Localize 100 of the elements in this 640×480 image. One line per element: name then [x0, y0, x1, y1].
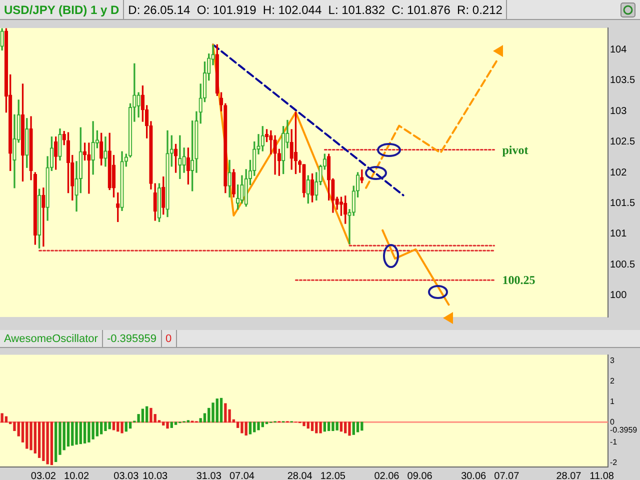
- candlestick: [306, 175, 310, 204]
- bar: [253, 422, 256, 432]
- x-tick-label: 07.04: [229, 470, 255, 480]
- bar: [220, 398, 223, 422]
- candlestick: [25, 118, 29, 168]
- bar: [216, 398, 218, 422]
- candlestick: [162, 176, 166, 215]
- bar: [75, 422, 78, 445]
- candlestick: [108, 132, 112, 190]
- bar: [54, 422, 58, 462]
- candlestick: [232, 169, 236, 198]
- candlestick: [91, 121, 95, 175]
- candlestick: [310, 173, 314, 202]
- bar: [248, 422, 252, 434]
- bar: [240, 422, 244, 434]
- candlestick: [240, 175, 244, 204]
- y-tick-label: 102: [610, 167, 628, 178]
- bar: [166, 422, 169, 429]
- bar: [79, 422, 82, 444]
- bar: [46, 422, 49, 464]
- candlestick: [182, 148, 186, 173]
- x-tick-label: 09.06: [407, 470, 433, 480]
- bar: [124, 422, 128, 432]
- bar: [104, 422, 107, 432]
- bar: [174, 422, 178, 425]
- candlestick: [104, 136, 108, 167]
- text: 0: [162, 330, 177, 347]
- y-tick-label: 0: [610, 417, 615, 426]
- bar: [50, 422, 54, 466]
- candlestick: [54, 136, 58, 170]
- bar: [0, 413, 4, 422]
- x-tick-label: 10.03: [142, 470, 168, 480]
- candlestick: [120, 151, 124, 211]
- candlestick: [178, 135, 182, 179]
- candlestick: [42, 188, 46, 247]
- candlestick: [136, 92, 140, 118]
- candlestick: [166, 130, 170, 218]
- y-tick-label: 103: [610, 106, 628, 117]
- bar: [141, 408, 144, 422]
- candlestick: [157, 183, 162, 222]
- bar: [332, 422, 334, 432]
- x-tick-label: 10.02: [64, 470, 90, 480]
- bar: [128, 422, 132, 429]
- bar: [88, 422, 90, 442]
- y-tick-label: 2: [610, 376, 615, 386]
- x-tick-label: 28.07: [556, 470, 582, 480]
- candlestick: [87, 142, 91, 194]
- candlestick: [302, 164, 306, 198]
- candlestick: [228, 160, 232, 198]
- y-tick-label: 100: [610, 290, 628, 302]
- x-tick-label: 12.05: [320, 470, 346, 480]
- y-tick-label: 102.5: [610, 136, 636, 148]
- x-tick-label: 02.06: [374, 470, 400, 480]
- y-tick-label: 103.5: [610, 75, 636, 86]
- candlestick: [244, 169, 248, 207]
- chart-title: AwesomeOscillator: [0, 330, 103, 347]
- candlestick: [37, 188, 42, 248]
- candlestick: [186, 148, 190, 185]
- bar: [323, 422, 326, 432]
- bar: [92, 422, 94, 440]
- bar: [120, 422, 124, 434]
- y-tick-label: 104: [610, 44, 628, 56]
- chart-subtitle: D: 26.05.14 O: 101.919 H: 102.044 L: 101.832 C: 101.876 R: 0.212: [124, 0, 508, 19]
- y-tick-label: 1: [610, 396, 615, 406]
- bar: [30, 422, 32, 450]
- bar: [336, 422, 338, 430]
- bar: [26, 422, 28, 449]
- bar: [4, 416, 8, 422]
- series-label: pivot: [502, 142, 528, 157]
- bar: [257, 422, 260, 430]
- candlestick: [20, 84, 25, 182]
- bar: [38, 422, 41, 458]
- bar: [315, 422, 318, 434]
- series-label: 100.25: [502, 273, 536, 288]
- candlestick: [360, 169, 364, 184]
- bar: [146, 406, 148, 422]
- x-tick-label: 03.02: [30, 470, 56, 480]
- x-tick-label: 30.06: [461, 470, 487, 480]
- candlestick: [215, 44, 219, 96]
- candlestick: [58, 128, 62, 161]
- y-tick-label: 3: [610, 356, 615, 366]
- bar: [42, 422, 45, 462]
- bar: [150, 408, 152, 422]
- y-tick-label: 101: [610, 228, 628, 240]
- x-tick-label: 28.04: [287, 470, 313, 480]
- x-tick-label: 11.08: [590, 470, 614, 480]
- bar: [170, 422, 173, 428]
- y-tick-label: 100.5: [610, 259, 636, 270]
- y-tick-label: 101.5: [610, 198, 636, 209]
- x-tick-label: 03.03: [114, 470, 140, 480]
- bar: [302, 422, 306, 426]
- bar: [319, 422, 322, 434]
- bar: [83, 422, 86, 444]
- y-tick-label: -2: [610, 458, 618, 468]
- bar: [356, 422, 360, 432]
- bar: [71, 422, 74, 446]
- bar: [360, 422, 364, 431]
- bar: [327, 422, 330, 432]
- y-tick-label: -1: [610, 438, 618, 447]
- bar: [66, 422, 70, 447]
